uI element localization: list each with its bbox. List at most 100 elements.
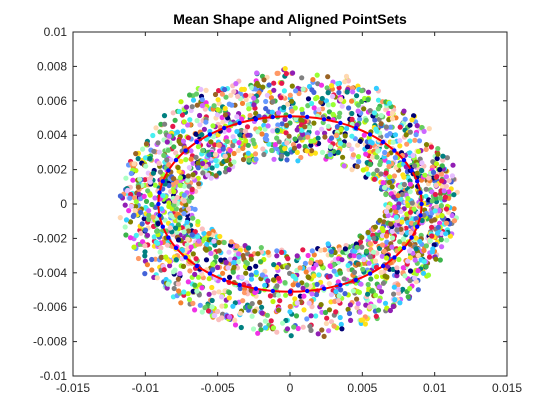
aligned-point [451, 206, 457, 212]
aligned-point [369, 140, 375, 146]
aligned-point [311, 105, 317, 111]
aligned-point [195, 219, 201, 225]
aligned-point [152, 182, 158, 188]
aligned-point [203, 247, 209, 253]
aligned-point [252, 308, 258, 314]
aligned-point [131, 161, 137, 167]
aligned-point [245, 142, 251, 148]
aligned-point [407, 278, 413, 284]
aligned-point [349, 116, 355, 122]
aligned-point [302, 124, 308, 130]
aligned-point [231, 159, 237, 165]
aligned-point [196, 238, 202, 244]
aligned-point [315, 331, 321, 337]
mean-shape-point [194, 139, 200, 145]
aligned-point [227, 256, 233, 262]
x-tick-label: -0.015 [56, 381, 90, 395]
aligned-point [305, 103, 311, 109]
aligned-point [397, 143, 403, 149]
aligned-point [345, 262, 351, 269]
aligned-point [419, 217, 425, 224]
aligned-point [159, 254, 165, 260]
aligned-point [447, 233, 453, 239]
aligned-point [410, 152, 416, 159]
aligned-point [155, 240, 161, 246]
aligned-point [276, 139, 282, 145]
aligned-point [338, 287, 344, 293]
aligned-point [158, 245, 164, 251]
aligned-point [397, 300, 403, 306]
aligned-point [234, 243, 240, 249]
aligned-point [335, 81, 341, 87]
aligned-point [172, 198, 178, 204]
aligned-point [146, 212, 152, 218]
aligned-point [423, 243, 429, 249]
aligned-point [293, 88, 299, 94]
aligned-point [195, 234, 201, 240]
aligned-point [413, 216, 419, 222]
aligned-point [244, 124, 251, 130]
aligned-point [241, 290, 248, 296]
aligned-point [149, 256, 155, 263]
aligned-point [166, 133, 172, 139]
aligned-point [340, 154, 346, 160]
aligned-point [314, 72, 320, 78]
aligned-point [413, 235, 419, 241]
aligned-point [391, 284, 397, 290]
aligned-point [434, 155, 440, 162]
aligned-point [415, 148, 422, 154]
aligned-point [203, 87, 209, 93]
aligned-point [354, 296, 360, 302]
aligned-point [164, 285, 170, 291]
aligned-point [200, 147, 206, 154]
aligned-point [272, 142, 278, 148]
aligned-point [434, 174, 440, 180]
aligned-point [230, 143, 236, 149]
mean-shape-point [287, 114, 293, 119]
aligned-point [251, 102, 257, 108]
aligned-point [298, 117, 304, 123]
aligned-point [287, 92, 293, 98]
aligned-point [420, 270, 427, 276]
aligned-point [376, 116, 382, 122]
aligned-point [253, 269, 259, 275]
aligned-point [262, 126, 268, 132]
aligned-point [355, 261, 361, 267]
aligned-point [287, 303, 293, 310]
aligned-point [423, 142, 430, 148]
aligned-point [377, 161, 383, 168]
aligned-point [136, 191, 142, 197]
aligned-point [347, 302, 353, 308]
aligned-point [378, 289, 385, 295]
aligned-point [411, 113, 417, 119]
aligned-point [354, 163, 360, 170]
aligned-point [325, 123, 331, 129]
aligned-point [428, 144, 434, 150]
aligned-point [375, 307, 382, 313]
aligned-point [441, 188, 447, 194]
aligned-point [285, 256, 291, 262]
aligned-point [319, 149, 326, 155]
aligned-point [300, 324, 306, 330]
aligned-point [270, 128, 276, 134]
aligned-point [364, 248, 370, 254]
aligned-point [180, 128, 186, 134]
aligned-point [133, 203, 139, 210]
mean-shape-point [156, 201, 161, 207]
aligned-point [303, 269, 309, 275]
aligned-point [190, 172, 196, 178]
aligned-point [226, 249, 232, 255]
aligned-point [197, 122, 203, 128]
aligned-point [204, 241, 210, 247]
aligned-point [355, 301, 361, 307]
aligned-point [275, 110, 282, 116]
aligned-point [407, 285, 413, 292]
aligned-point [382, 273, 388, 279]
aligned-point [180, 263, 187, 269]
aligned-point [267, 293, 273, 299]
aligned-point [373, 313, 379, 319]
aligned-point [289, 83, 295, 89]
aligned-point [360, 266, 366, 272]
aligned-point [319, 327, 325, 333]
aligned-point [389, 116, 396, 122]
